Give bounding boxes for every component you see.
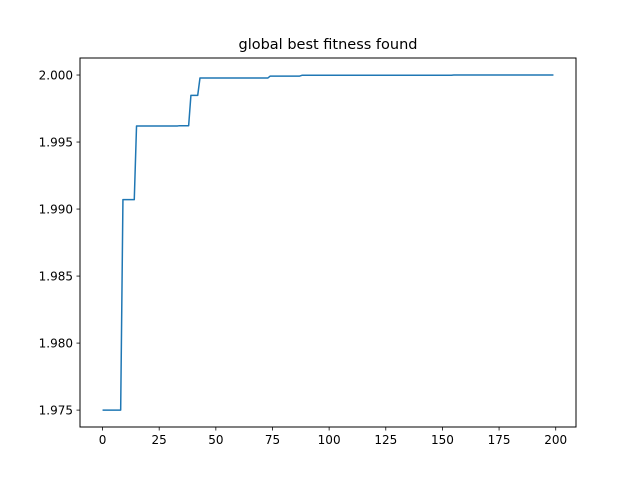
y-axis: 1.975 1.980 1.985 1.990 1.995 2.000 (39, 68, 80, 417)
x-tick-label: 75 (265, 433, 280, 447)
series-line-0 (102, 74, 554, 411)
x-tick-label: 200 (544, 433, 567, 447)
y-tick-label: 1.980 (39, 336, 73, 350)
y-tick-label: 2.000 (39, 68, 73, 82)
y-tick-label: 1.995 (39, 135, 73, 149)
x-tick-label: 50 (208, 433, 223, 447)
y-tick-label: 1.985 (39, 269, 73, 283)
x-tick-label: 125 (374, 433, 397, 447)
x-axis: 0 25 50 75 100 125 150 175 200 (99, 427, 567, 447)
x-tick-label: 175 (488, 433, 511, 447)
y-tick-label: 1.975 (39, 403, 73, 417)
y-tick-label: 1.990 (39, 202, 73, 216)
plot-area (102, 74, 554, 411)
axes-frame (79, 57, 577, 428)
x-tick-label: 100 (318, 433, 341, 447)
x-tick-label: 25 (152, 433, 167, 447)
x-tick-label: 150 (431, 433, 454, 447)
x-tick-label: 0 (99, 433, 107, 447)
chart-title: global best fitness found (238, 37, 417, 53)
